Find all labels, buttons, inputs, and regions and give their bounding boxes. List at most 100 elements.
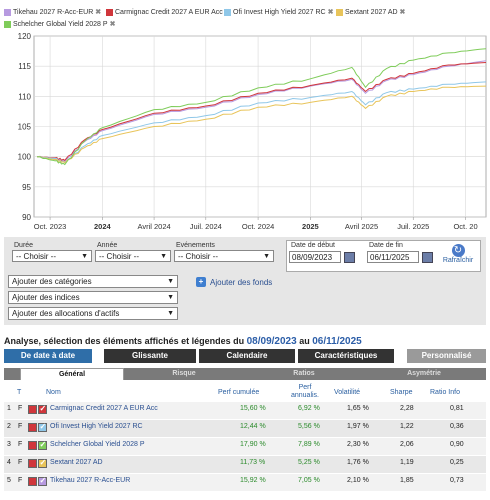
ratio-info: 0,25	[450, 459, 464, 466]
legend-item-ofi[interactable]: Ofi Invest High Yield 2027 RC ✖	[224, 8, 333, 16]
duree-label: Durée	[14, 242, 34, 249]
remove-checkbox[interactable]	[28, 441, 37, 450]
table-row[interactable]: 1 F ✓ Carmignac Credit 2027 A EUR Acc 15,60 …	[4, 401, 486, 419]
remove-icon[interactable]: ✖	[109, 21, 116, 28]
row-number: 5	[7, 477, 11, 484]
tab-glissante[interactable]: Glissante	[104, 349, 196, 363]
remove-checkbox[interactable]	[28, 459, 37, 468]
volatilite: 1,65 %	[347, 405, 369, 412]
y-tick-label: 120	[18, 32, 32, 41]
col-volatilite[interactable]: Volatilité	[334, 389, 361, 396]
evenements-value: -- Choisir --	[178, 252, 218, 261]
volatilite: 2,30 %	[347, 441, 369, 448]
x-tick-label: Avril 2025	[345, 222, 378, 231]
x-tick-label: Oct. 2024	[242, 222, 275, 231]
table-row[interactable]: 4 F ✓ Sextant 2027 AD 11,73 % 5,25 % 1,76 % 1,1…	[4, 455, 486, 473]
series-checkbox[interactable]	[38, 423, 47, 432]
remove-checkbox[interactable]	[28, 405, 37, 414]
tab-caracteristiques[interactable]: Caractéristiques	[298, 349, 394, 363]
perf-annualis: 7,05 %	[298, 477, 320, 484]
x-tick-label: Oct. 2023	[34, 222, 67, 231]
performance-chart: 90 95 100 105 110 115 120 Oct. 2023 2024 Avril 20…	[18, 32, 487, 231]
subtab-ratios[interactable]: Ratios	[293, 370, 315, 377]
check-icon: ✓	[39, 476, 47, 485]
perf-annualis: 6,92 %	[298, 405, 320, 412]
fund-name[interactable]: Schelcher Global Yield 2028 P	[50, 441, 145, 448]
remove-icon[interactable]: ✖	[327, 9, 334, 16]
remove-icon[interactable]: ✖	[95, 9, 102, 16]
tab-calendaire[interactable]: Calendaire	[199, 349, 295, 363]
col-t[interactable]: T	[17, 389, 22, 396]
perf-cumulee: 17,90 %	[240, 441, 266, 448]
subtab-general[interactable]: Général	[20, 368, 124, 380]
duree-value: -- Choisir --	[16, 252, 56, 261]
col-perf-cumulee[interactable]: Perf cumulée	[218, 389, 260, 396]
legend-swatch	[336, 8, 343, 16]
perf-annualis: 5,56 %	[298, 423, 320, 430]
date-fin-input[interactable]: 06/11/2025	[367, 251, 419, 263]
remove-icon[interactable]: ✖	[399, 9, 406, 16]
chart-legend: Tikehau 2027 R-Acc-EUR ✖ Carmignac Credit…	[4, 8, 488, 30]
series-checkbox[interactable]	[38, 459, 47, 468]
duree-select[interactable]: -- Choisir -- ▼	[12, 250, 92, 262]
subtab-asymetrie[interactable]: Asymétrie	[407, 370, 441, 377]
refresh-icon: ↻	[451, 244, 465, 257]
fund-name[interactable]: Carmignac Credit 2027 A EUR Acc	[50, 405, 158, 412]
row-type: F	[18, 441, 23, 448]
allocations-select[interactable]: Ajouter des allocations d'actifs ▼	[8, 307, 178, 320]
indices-select[interactable]: Ajouter des indices ▼	[8, 291, 178, 304]
legend-item-carmignac[interactable]: Carmignac Credit 2027 A EUR Acc✖	[106, 8, 231, 16]
fund-name[interactable]: Ofi Invest High Yield 2027 RC	[50, 423, 143, 430]
y-tick-label: 90	[22, 213, 31, 222]
tab-de-date-a-date[interactable]: De date à date	[4, 349, 92, 363]
chevron-down-icon: ▼	[81, 253, 88, 260]
calendar-icon[interactable]	[422, 252, 433, 263]
date-debut-input[interactable]: 08/09/2023	[289, 251, 341, 263]
fund-name[interactable]: Tikehau 2027 R-Acc-EUR	[50, 477, 131, 484]
legend-label: Tikehau 2027 R-Acc-EUR	[13, 8, 94, 16]
subtab-risque[interactable]: Risque	[172, 370, 196, 377]
chevron-down-icon: ▼	[167, 294, 174, 301]
x-tick-label: Juil. 2025	[397, 222, 429, 231]
legend-item-sextant[interactable]: Sextant 2027 AD ✖	[336, 8, 405, 16]
legend-item-tikehau[interactable]: Tikehau 2027 R-Acc-EUR ✖	[4, 8, 101, 16]
perf-cumulee: 11,73 %	[240, 459, 266, 466]
indices-value: Ajouter des indices	[12, 293, 80, 302]
legend-item-schelcher[interactable]: Schelcher Global Yield 2028 P ✖	[4, 20, 115, 28]
perf-cumulee: 15,92 %	[240, 477, 266, 484]
series-line	[37, 85, 487, 164]
calendar-icon[interactable]	[344, 252, 355, 263]
refresh-button[interactable]: ↻ Rafraîchir	[440, 244, 476, 264]
row-number: 3	[7, 441, 11, 448]
row-number: 1	[7, 405, 11, 412]
sharpe: 1,22	[400, 423, 414, 430]
table-row[interactable]: 5 F ✓ Tikehau 2027 R-Acc-EUR 15,92 % 7,05 % 2,…	[4, 473, 486, 491]
col-perf-annualis[interactable]: Perf annualis.	[290, 384, 320, 399]
row-number: 2	[7, 423, 11, 430]
legend-swatch	[106, 8, 113, 16]
add-funds-label: Ajouter des fonds	[210, 277, 273, 287]
x-tick-label: Avril 2024	[137, 222, 170, 231]
col-sharpe[interactable]: Sharpe	[390, 389, 413, 396]
categories-select[interactable]: Ajouter des catégories ▼	[8, 275, 178, 288]
series-checkbox[interactable]	[38, 405, 47, 414]
series-checkbox[interactable]	[38, 477, 47, 486]
table-row[interactable]: 2 F ✓ Ofi Invest High Yield 2027 RC 12,44 % 5…	[4, 419, 486, 437]
evenements-select[interactable]: -- Choisir -- ▼	[174, 250, 274, 262]
summary-au: au	[299, 336, 310, 346]
col-nom[interactable]: Nom	[46, 389, 61, 396]
check-icon: ✓	[39, 404, 47, 413]
fund-name[interactable]: Sextant 2027 AD	[50, 459, 103, 466]
remove-checkbox[interactable]	[28, 477, 37, 486]
annee-select[interactable]: -- Choisir -- ▼	[95, 250, 171, 262]
table-row[interactable]: 3 F ✓ Schelcher Global Yield 2028 P 17,90 % 7…	[4, 437, 486, 455]
remove-checkbox[interactable]	[28, 423, 37, 432]
series-checkbox[interactable]	[38, 441, 47, 450]
ratio-info: 0,90	[450, 441, 464, 448]
tab-personnalise[interactable]: Personnalisé	[407, 349, 486, 363]
legend-swatch	[4, 8, 11, 16]
series-line	[36, 60, 487, 163]
add-funds-button[interactable]: + Ajouter des fonds	[196, 277, 272, 287]
col-ratio-info[interactable]: Ratio Info	[430, 389, 460, 396]
plus-icon: +	[196, 277, 206, 287]
